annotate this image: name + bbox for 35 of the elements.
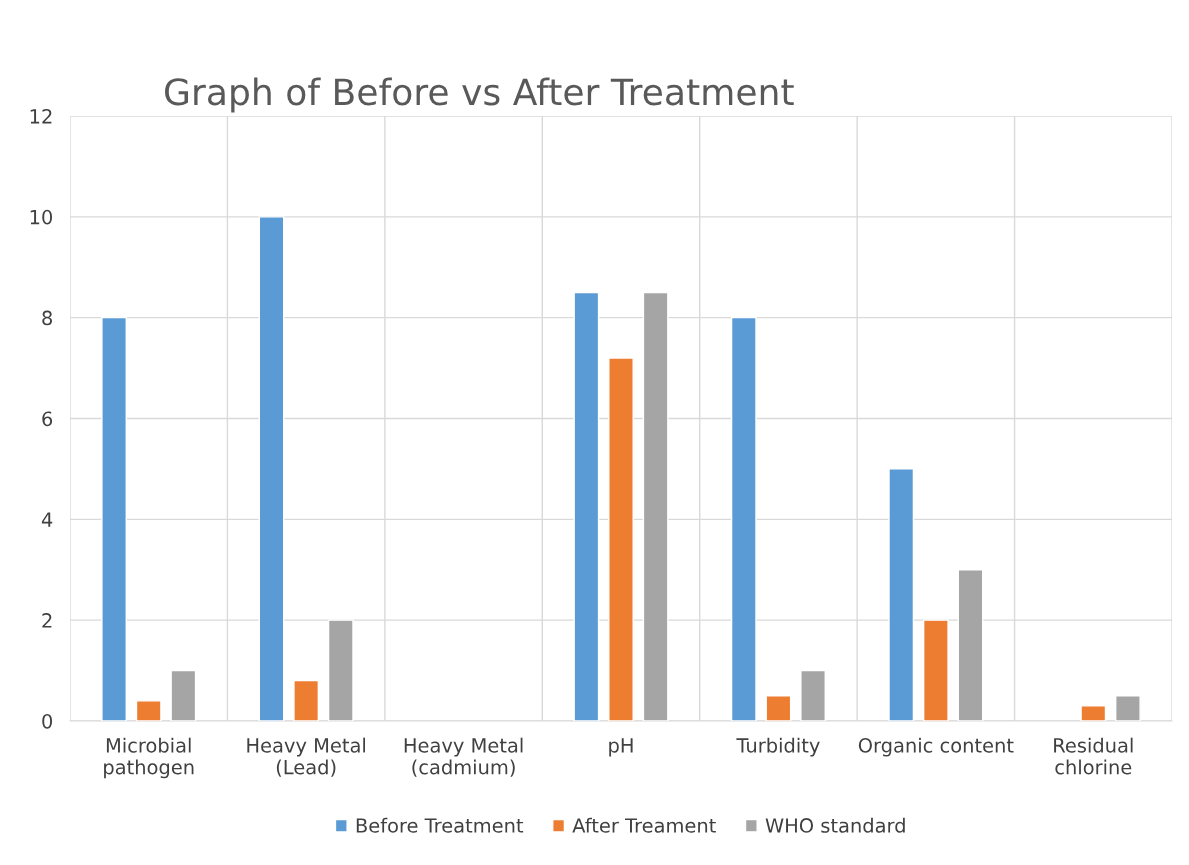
- y-tick-label: 2: [42, 613, 52, 628]
- bar: [642, 291, 669, 721]
- bar: [1115, 695, 1141, 721]
- x-tick-label: Organic content: [858, 737, 1014, 757]
- x-tick-label: Residual chlorine: [1054, 737, 1133, 775]
- y-tick-label: 12: [30, 108, 52, 124]
- x-tick-label: pH: [609, 738, 633, 757]
- chart-title: Graph of Before vs After Treatment: [165, 77, 794, 113]
- bar: [258, 216, 285, 721]
- x-tick-label: Heavy Metal (cadmium): [404, 737, 523, 777]
- y-tick-label: 0: [42, 713, 53, 729]
- y-tick-label: 6: [42, 411, 53, 427]
- bar: [800, 669, 826, 721]
- x-tick-label: Microbial pathogen: [104, 737, 194, 779]
- bar: [957, 569, 984, 721]
- bar: [608, 357, 634, 721]
- bar: [101, 316, 127, 721]
- bar: [293, 679, 320, 721]
- bar: [888, 468, 915, 721]
- bar: [327, 619, 354, 721]
- bar: [170, 669, 197, 721]
- legend-label: After Treament: [572, 817, 716, 833]
- x-tick-label: Heavy Metal (Lead): [247, 737, 365, 777]
- legend-label: Before Treatment: [356, 817, 524, 833]
- y-tick-label: 10: [30, 209, 53, 225]
- x-tick-label: Turbidity: [736, 737, 820, 757]
- bar: [135, 700, 162, 721]
- bar: [730, 316, 757, 721]
- y-tick-label: 8: [42, 310, 52, 326]
- bar: [765, 695, 792, 721]
- bar: [1080, 705, 1107, 721]
- bar: [573, 291, 600, 721]
- y-tick-label: 4: [41, 512, 53, 527]
- bar: [922, 619, 949, 721]
- legend-label: WHO standard: [765, 817, 905, 833]
